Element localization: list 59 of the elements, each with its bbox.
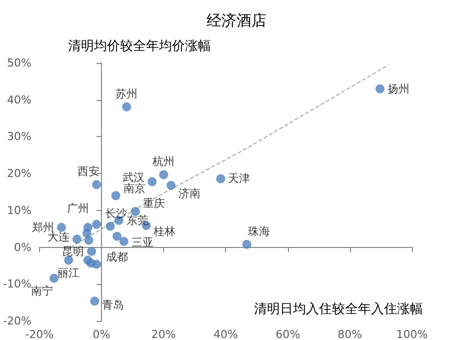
x-tick-label: 80% (338, 328, 362, 340)
point (376, 84, 385, 94)
y-tick-label: -20% (2, 314, 32, 328)
point (92, 260, 102, 269)
point (84, 236, 94, 245)
point (92, 180, 102, 190)
data-label: 丽江 (58, 266, 80, 280)
data-label: 昆明 (62, 244, 84, 258)
data-label: 成都 (106, 250, 128, 264)
point (216, 174, 226, 184)
data-label: 长沙 (105, 206, 128, 220)
data-label: 三亚 (131, 236, 154, 249)
point (112, 232, 122, 241)
x-tick-label: 100% (396, 328, 428, 340)
data-label: 青岛 (102, 298, 124, 312)
data-label: 杭州 (152, 155, 175, 168)
point (72, 234, 82, 244)
point (122, 102, 132, 112)
data-label: 苏州 (116, 87, 138, 100)
x-tick-label: 40% (213, 328, 238, 340)
point (56, 222, 66, 232)
point (87, 246, 96, 256)
data-label: 桂林 (152, 225, 176, 238)
data-label: 武汉 (122, 171, 145, 184)
y-tick-label: 40% (6, 93, 32, 106)
y-axis-title: 清明均价较全年均价涨幅 (68, 39, 211, 54)
data-label: 西安 (78, 165, 100, 178)
line-series (70, 64, 390, 248)
point (90, 296, 100, 306)
x-axis-title: 清明日均入住较全年入住涨幅 (254, 302, 423, 317)
y-tick-label: 20% (6, 167, 32, 180)
data-label: 天津 (228, 172, 250, 186)
point (50, 274, 59, 283)
data-label: 广州 (67, 202, 90, 215)
y-tick-label: 30% (6, 130, 32, 144)
x-tick-label: -20% (25, 328, 54, 340)
point (106, 222, 115, 231)
point (159, 170, 168, 180)
data-label: 南宁 (31, 284, 54, 298)
point (242, 240, 252, 249)
point (111, 191, 120, 200)
point (92, 220, 102, 229)
x-tick-label: 60% (276, 328, 300, 340)
data-label: 东莞 (126, 214, 148, 227)
point (166, 180, 176, 190)
x-tick-label: 20% (151, 328, 176, 340)
point (119, 236, 128, 246)
x-tick-label: 0% (92, 328, 110, 340)
data-label: 重庆 (142, 197, 165, 210)
y-tick-label: 50% (6, 56, 32, 70)
data-label: 扬州 (388, 82, 410, 96)
point (148, 177, 157, 186)
y-tick-label: -10% (2, 278, 32, 291)
chart-title: 经济酒店 (206, 12, 266, 30)
y-tick-label: 10% (6, 204, 32, 217)
data-label: 济南 (178, 186, 201, 200)
y-tick-label: 0% (14, 240, 32, 254)
data-label: 珠海 (248, 224, 270, 238)
data-label: 南京 (123, 182, 146, 196)
